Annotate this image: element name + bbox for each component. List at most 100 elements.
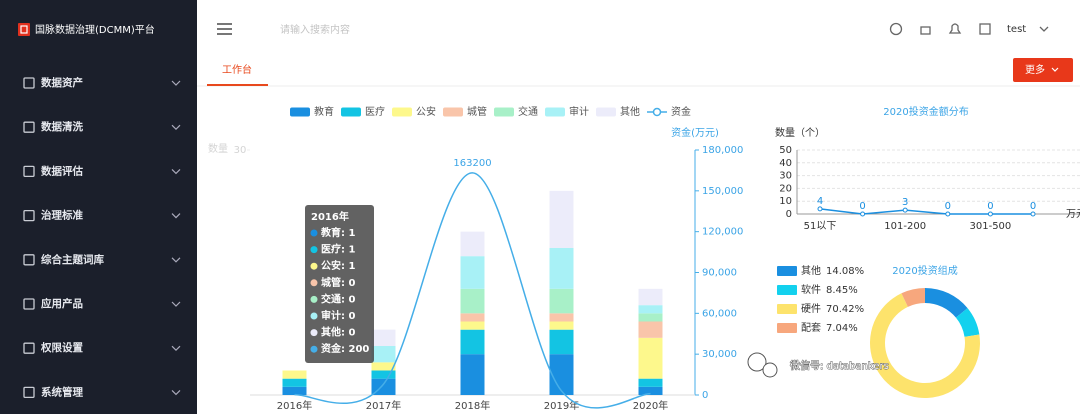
menu-item[interactable]: 权限设置 bbox=[40, 341, 83, 354]
more-button[interactable] bbox=[1013, 58, 1073, 82]
tooltip-dot bbox=[310, 329, 318, 337]
y2-tick-label: 120,000 bbox=[702, 227, 743, 238]
x-tick-label: 101-200 bbox=[884, 221, 926, 232]
user-name[interactable]: test bbox=[1007, 24, 1026, 35]
y2-tick-label: 60,000 bbox=[702, 308, 737, 319]
menu-icon bbox=[23, 77, 35, 89]
tooltip-dot bbox=[310, 262, 318, 270]
search-input[interactable]: 请输入搜索内容 bbox=[280, 23, 350, 36]
legend-label[interactable]: 教育 bbox=[314, 105, 334, 118]
data-label: 0 bbox=[987, 201, 993, 212]
legend-label[interactable]: 硬件 bbox=[801, 303, 821, 315]
history-icon[interactable] bbox=[889, 22, 903, 36]
point bbox=[1030, 211, 1036, 217]
bar-segment bbox=[549, 354, 574, 395]
y2-tick-label: 150,000 bbox=[702, 186, 743, 197]
menu-item[interactable]: 数据资产 bbox=[40, 76, 83, 89]
tooltip-item: 教育: 1 bbox=[320, 226, 355, 239]
y-tick-label: 20 bbox=[779, 183, 792, 194]
y-tick-label: 10 bbox=[779, 196, 792, 207]
donut-slice bbox=[901, 288, 925, 307]
more-button-label[interactable]: 更多 bbox=[1025, 63, 1045, 76]
menu-chevron bbox=[171, 389, 181, 396]
menu-item[interactable]: 综合主题词库 bbox=[41, 253, 104, 266]
tooltip-dot bbox=[310, 279, 318, 287]
y-tick-label: 50 bbox=[779, 145, 792, 156]
legend-label[interactable]: 城管 bbox=[467, 105, 487, 118]
tooltip bbox=[305, 205, 374, 363]
legend-label[interactable]: 其他 bbox=[801, 264, 821, 277]
menu-item[interactable]: 数据评估 bbox=[40, 164, 83, 177]
bar-segment bbox=[460, 288, 485, 314]
legend-label[interactable]: 其他 bbox=[620, 105, 640, 118]
y-tick-label: 30 bbox=[234, 145, 247, 156]
x-tick-label: 2019年 bbox=[544, 399, 579, 412]
legend-label[interactable]: 资金 bbox=[671, 105, 691, 118]
legend-label[interactable]: 公安 bbox=[416, 105, 436, 118]
legend-label[interactable]: 审计 bbox=[569, 105, 589, 118]
tooltip-item: 医疗: 1 bbox=[321, 243, 355, 256]
data-label: 163200 bbox=[453, 158, 491, 169]
legend-swatch bbox=[596, 107, 616, 117]
legend-label[interactable]: 交通 bbox=[518, 105, 538, 118]
logo-icon-inner bbox=[20, 25, 28, 34]
x-tick-label: 51以下 bbox=[804, 221, 837, 232]
menu-icon bbox=[23, 298, 35, 310]
y2-tick-label: 0 bbox=[702, 390, 708, 401]
bar-segment bbox=[549, 321, 574, 330]
topbar: 请输入搜索内容 test bbox=[217, 22, 1049, 36]
menu-item[interactable]: 应用产品 bbox=[41, 297, 83, 310]
chart-title: 2020投资金额分布 bbox=[883, 105, 968, 118]
donut-slice bbox=[955, 308, 980, 337]
y-tick-label: 0 bbox=[786, 209, 792, 220]
bar-segment bbox=[549, 288, 574, 314]
bar-segment bbox=[460, 354, 485, 395]
legend-label[interactable]: 医疗 bbox=[365, 105, 385, 118]
y-tick-label: 30 bbox=[779, 171, 792, 182]
data-label: 3 bbox=[902, 197, 908, 208]
bar-segment bbox=[460, 231, 485, 257]
menu-chevron bbox=[171, 213, 181, 219]
y2-tick-label: 30,000 bbox=[702, 349, 737, 360]
point bbox=[987, 211, 993, 217]
menu-chevron bbox=[171, 345, 181, 352]
logo-text: 国脉数据治理(DCMM)平台 bbox=[35, 23, 155, 36]
y-axis-label: 数量 bbox=[208, 142, 228, 155]
fullscreen-icon[interactable] bbox=[979, 23, 991, 35]
menu-icon bbox=[23, 121, 35, 133]
tab-active[interactable]: 工作台 bbox=[222, 63, 252, 76]
menu-item[interactable]: 治理标准 bbox=[41, 209, 83, 222]
menu-chevron bbox=[171, 124, 181, 131]
bell-icon[interactable] bbox=[948, 23, 962, 34]
x-tick-label: 2016年 bbox=[277, 399, 312, 412]
legend-swatch bbox=[443, 107, 463, 117]
bar-segment bbox=[638, 288, 663, 306]
menu-item[interactable]: 系统管理 bbox=[41, 385, 83, 398]
bar-segment bbox=[282, 386, 307, 395]
data-label: 0 bbox=[945, 201, 951, 212]
menu-icon bbox=[23, 342, 35, 354]
y2-axis-label: 资金(万元) bbox=[671, 126, 719, 139]
user-chevron bbox=[1039, 26, 1049, 32]
menu-item[interactable]: 数据清洗 bbox=[40, 120, 83, 133]
tooltip-item: 其他: 0 bbox=[321, 326, 355, 339]
point bbox=[860, 211, 866, 217]
watermark: 微信号: databankers bbox=[790, 359, 889, 372]
legend-label[interactable]: 配套 bbox=[801, 321, 821, 334]
lock-icon[interactable] bbox=[920, 26, 931, 35]
tooltip-dot bbox=[310, 312, 318, 320]
bar-segment bbox=[549, 313, 574, 322]
bar-segment bbox=[371, 346, 396, 363]
tooltip-item: 审计: 0 bbox=[321, 309, 355, 322]
x-axis-label: 万元 bbox=[1066, 209, 1080, 220]
donut-slice bbox=[925, 288, 968, 318]
tooltip-title: 2016年 bbox=[311, 210, 349, 223]
legend-label[interactable]: 软件 bbox=[801, 283, 821, 296]
menu-chevron bbox=[171, 257, 181, 263]
bar-segment bbox=[282, 370, 307, 379]
bar-segment bbox=[460, 256, 485, 289]
x-tick-label: 301-500 bbox=[970, 221, 1012, 232]
